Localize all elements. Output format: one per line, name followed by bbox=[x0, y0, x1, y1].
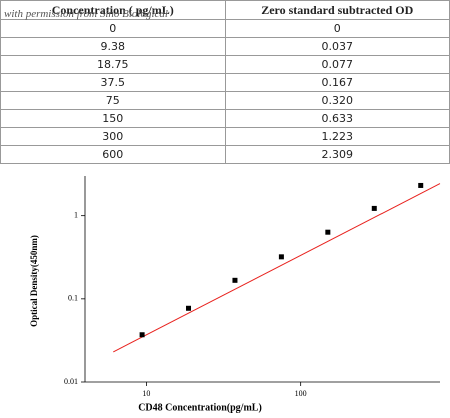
data-point bbox=[278, 254, 284, 260]
table-cell: 9.38 bbox=[0, 37, 226, 56]
table-cell: 1.223 bbox=[224, 127, 450, 146]
table-row: 18.75 0.077 bbox=[0, 55, 450, 74]
table-row: 9.38 0.037 bbox=[0, 37, 450, 56]
fit-line bbox=[113, 183, 441, 353]
x-tick-label: 100 bbox=[295, 389, 307, 398]
data-point bbox=[232, 277, 238, 283]
watermark: with permission from Sino Biological bbox=[4, 8, 168, 20]
table-cell: 0 bbox=[0, 19, 226, 38]
table-row: 37.5 0.167 bbox=[0, 73, 450, 92]
table-cell: 75 bbox=[0, 91, 226, 110]
x-axis-label: CD48 Concentration(pg/mL) bbox=[138, 402, 262, 413]
y-axis-label: Optical Density(450nm) bbox=[29, 235, 39, 327]
table-row: 600 2.309 bbox=[0, 145, 450, 164]
table-row: 75 0.320 bbox=[0, 91, 450, 110]
table-cell: 0 bbox=[224, 19, 450, 38]
data-point bbox=[325, 229, 331, 235]
table-cell: 18.75 bbox=[0, 55, 226, 74]
data-point bbox=[418, 182, 424, 188]
table-cell: 0.320 bbox=[224, 91, 450, 110]
table-cell: 300 bbox=[0, 127, 226, 146]
table-row: 150 0.633 bbox=[0, 109, 450, 128]
table-cell: 0.037 bbox=[224, 37, 450, 56]
data-point bbox=[139, 332, 145, 338]
data-table: Concentration ( pg/mL) Zero standard sub… bbox=[0, 0, 450, 164]
chart: CD48 Concentration(pg/mL) Optical Densit… bbox=[29, 176, 441, 413]
table-cell: 0.167 bbox=[224, 73, 450, 92]
table-cell: 2.309 bbox=[224, 145, 450, 164]
data-point bbox=[186, 305, 192, 311]
data-point bbox=[371, 205, 377, 211]
table-cell: 150 bbox=[0, 109, 226, 128]
table-cell: 37.5 bbox=[0, 73, 226, 92]
x-tick-label: 10 bbox=[142, 389, 150, 398]
header-cell: Zero standard subtracted OD bbox=[224, 0, 450, 20]
table-row: 300 1.223 bbox=[0, 127, 450, 146]
table-cell: 600 bbox=[0, 145, 226, 164]
y-tick-label: 1 bbox=[74, 211, 78, 220]
table-cell: 0.633 bbox=[224, 109, 450, 128]
table-cell: 0.077 bbox=[224, 55, 450, 74]
y-tick-label: 0.1 bbox=[68, 294, 78, 303]
y-tick-label: 0.01 bbox=[64, 377, 78, 386]
